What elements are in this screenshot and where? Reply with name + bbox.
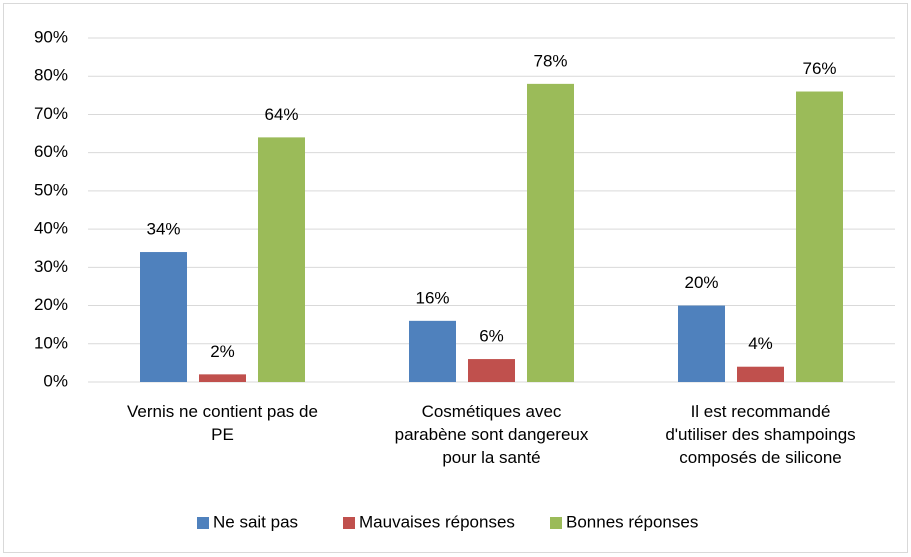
legend-swatch (197, 517, 209, 529)
x-tick-label: Cosmétiques avec parabène sont dangereux… (394, 402, 589, 467)
data-label: 64% (264, 105, 298, 124)
bar (527, 83, 574, 382)
bar (258, 137, 305, 382)
data-label: 34% (146, 220, 180, 239)
bar (737, 366, 784, 382)
y-tick-label: 40% (34, 219, 68, 238)
x-tick-label: Vernis ne contient pas de PE (127, 402, 318, 444)
y-tick-label: 80% (34, 66, 68, 85)
data-label: 4% (748, 334, 773, 353)
y-tick-label: 10% (34, 333, 68, 352)
x-tick-label: Il est recommandé d'utiliser des shampoi… (665, 402, 856, 467)
bar (796, 91, 843, 382)
legend-label: Bonnes réponses (566, 512, 698, 531)
data-label: 20% (684, 273, 718, 292)
data-label: 6% (479, 327, 504, 346)
legend-label: Ne sait pas (213, 512, 298, 531)
data-label: 16% (415, 288, 449, 307)
y-tick-label: 0% (43, 371, 68, 390)
y-tick-label: 50% (34, 180, 68, 199)
chart-border (3, 3, 908, 553)
bar (199, 374, 246, 382)
y-tick-label: 30% (34, 257, 68, 276)
legend-label: Mauvaises réponses (359, 512, 515, 531)
y-tick-label: 20% (34, 295, 68, 314)
data-label: 76% (802, 59, 836, 78)
bar (409, 320, 456, 382)
legend-swatch (343, 517, 355, 529)
data-label: 78% (533, 51, 567, 70)
y-tick-label: 60% (34, 142, 68, 161)
bar (140, 252, 187, 382)
legend-swatch (550, 517, 562, 529)
y-tick-label: 90% (34, 27, 68, 46)
data-label: 2% (210, 342, 235, 361)
y-tick-label: 70% (34, 104, 68, 123)
bar (678, 305, 725, 382)
bar (468, 359, 515, 382)
